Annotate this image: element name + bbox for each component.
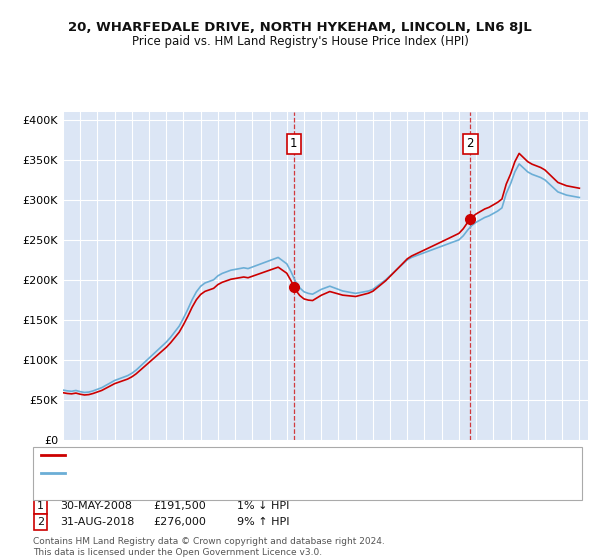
Text: 2: 2	[467, 137, 474, 151]
Text: 2: 2	[37, 517, 44, 527]
Text: Contains HM Land Registry data © Crown copyright and database right 2024.
This d: Contains HM Land Registry data © Crown c…	[33, 537, 385, 557]
Text: £276,000: £276,000	[153, 517, 206, 527]
Text: 20, WHARFEDALE DRIVE, NORTH HYKEHAM, LINCOLN, LN6 8JL (detached house): 20, WHARFEDALE DRIVE, NORTH HYKEHAM, LIN…	[69, 450, 485, 460]
Text: 31-AUG-2018: 31-AUG-2018	[60, 517, 134, 527]
Text: 30-MAY-2008: 30-MAY-2008	[60, 501, 132, 511]
Text: 1: 1	[290, 137, 298, 151]
Text: £191,500: £191,500	[153, 501, 206, 511]
Text: Price paid vs. HM Land Registry's House Price Index (HPI): Price paid vs. HM Land Registry's House …	[131, 35, 469, 48]
Text: HPI: Average price, detached house, North Kesteven: HPI: Average price, detached house, Nort…	[69, 468, 342, 478]
Text: 20, WHARFEDALE DRIVE, NORTH HYKEHAM, LINCOLN, LN6 8JL: 20, WHARFEDALE DRIVE, NORTH HYKEHAM, LIN…	[68, 21, 532, 34]
Text: 9% ↑ HPI: 9% ↑ HPI	[237, 517, 290, 527]
Text: 1: 1	[37, 501, 44, 511]
Text: 1% ↓ HPI: 1% ↓ HPI	[237, 501, 289, 511]
